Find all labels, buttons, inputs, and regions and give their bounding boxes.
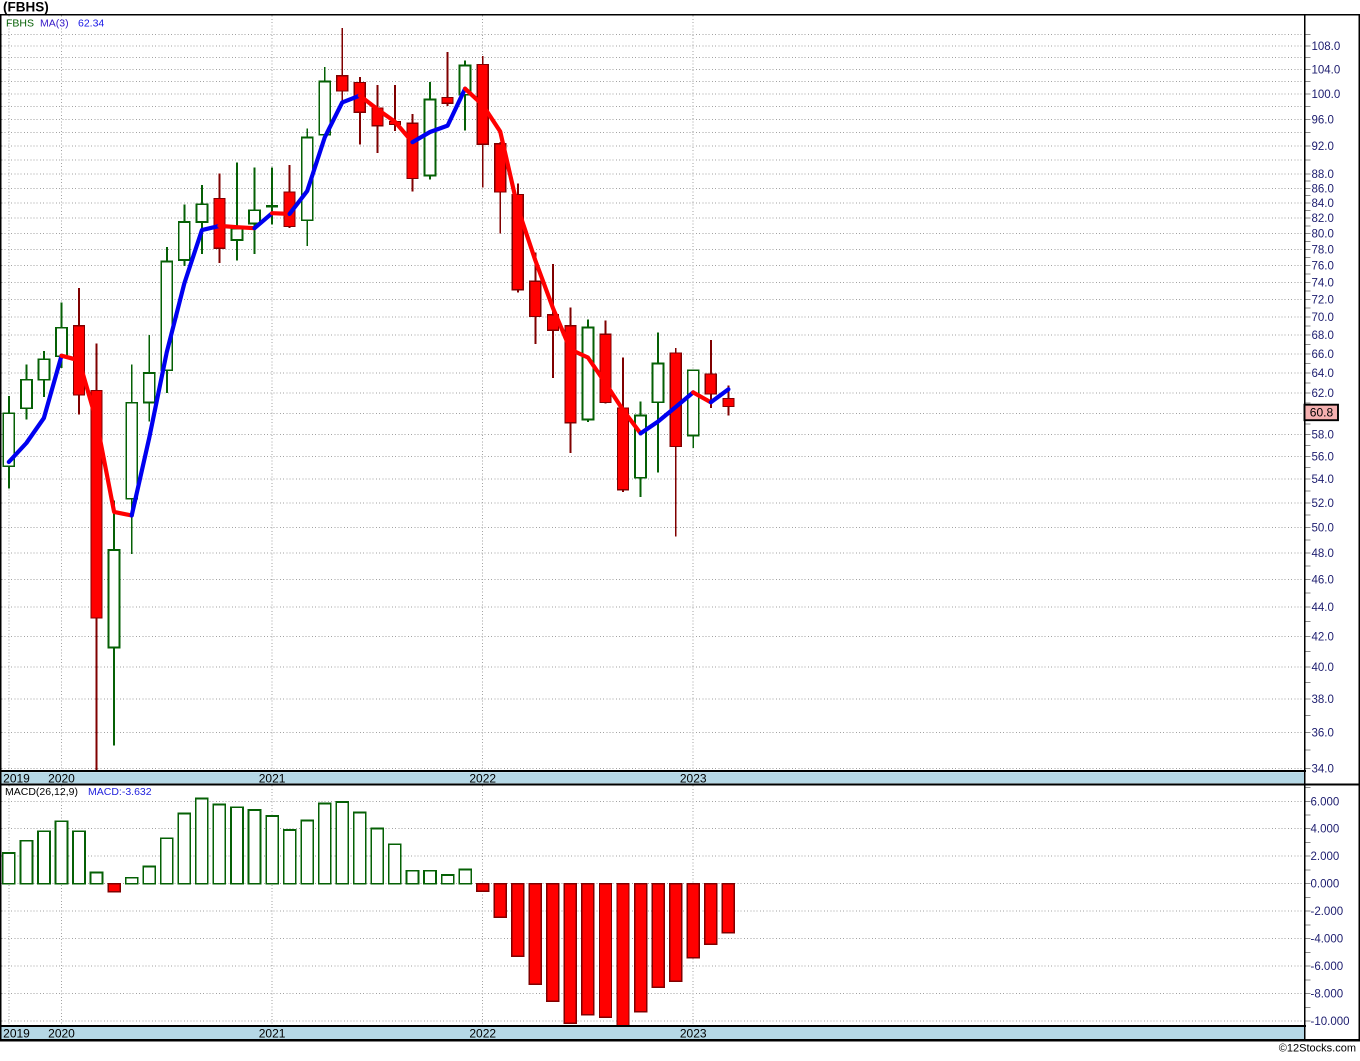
svg-text:2.000: 2.000	[1311, 851, 1340, 863]
svg-text:2021: 2021	[259, 772, 286, 786]
svg-text:MA(3): MA(3)	[40, 18, 69, 30]
svg-text:100.0: 100.0	[1312, 89, 1341, 101]
svg-text:40.0: 40.0	[1312, 662, 1334, 674]
svg-text:86.0: 86.0	[1312, 183, 1334, 195]
svg-text:50.0: 50.0	[1312, 522, 1334, 534]
svg-text:4.000: 4.000	[1311, 824, 1340, 836]
svg-text:74.0: 74.0	[1312, 277, 1334, 289]
svg-text:2022: 2022	[469, 1027, 496, 1041]
svg-text:2020: 2020	[48, 772, 75, 786]
svg-text:36.0: 36.0	[1312, 728, 1334, 740]
svg-text:2019: 2019	[3, 772, 30, 786]
svg-text:72.0: 72.0	[1312, 294, 1334, 306]
svg-text:92.0: 92.0	[1312, 141, 1334, 153]
svg-text:2023: 2023	[680, 772, 707, 786]
svg-text:2020: 2020	[48, 1027, 75, 1041]
svg-text:-6.000: -6.000	[1311, 961, 1344, 973]
svg-text:56.0: 56.0	[1312, 452, 1334, 464]
svg-text:58.0: 58.0	[1312, 430, 1334, 442]
svg-text:42.0: 42.0	[1312, 631, 1334, 643]
svg-text:(FBHS): (FBHS)	[3, 0, 49, 15]
svg-text:76.0: 76.0	[1312, 261, 1334, 273]
svg-text:MACD(26,12,9): MACD(26,12,9)	[5, 786, 78, 798]
svg-text:68.0: 68.0	[1312, 330, 1334, 342]
svg-text:78.0: 78.0	[1312, 244, 1334, 256]
svg-text:38.0: 38.0	[1312, 694, 1334, 706]
svg-text:0.000: 0.000	[1311, 879, 1340, 891]
svg-text:6.000: 6.000	[1311, 796, 1340, 808]
svg-text:54.0: 54.0	[1312, 474, 1334, 486]
svg-text:96.0: 96.0	[1312, 115, 1334, 127]
svg-text:34.0: 34.0	[1312, 763, 1334, 775]
svg-text:FBHS: FBHS	[6, 18, 34, 30]
svg-text:-4.000: -4.000	[1311, 934, 1344, 946]
svg-text:60.8: 60.8	[1310, 406, 1334, 420]
svg-text:2021: 2021	[259, 1027, 286, 1041]
svg-text:44.0: 44.0	[1312, 602, 1334, 614]
svg-text:66.0: 66.0	[1312, 349, 1334, 361]
svg-text:-10.000: -10.000	[1311, 1016, 1350, 1028]
svg-text:46.0: 46.0	[1312, 574, 1334, 586]
svg-text:©12Stocks.com: ©12Stocks.com	[1279, 1043, 1356, 1055]
svg-text:-8.000: -8.000	[1311, 989, 1344, 1001]
svg-text:104.0: 104.0	[1312, 65, 1341, 77]
svg-text:62.34: 62.34	[78, 18, 104, 30]
svg-text:84.0: 84.0	[1312, 198, 1334, 210]
svg-text:80.0: 80.0	[1312, 229, 1334, 241]
svg-text:2022: 2022	[469, 772, 496, 786]
svg-text:2019: 2019	[3, 1027, 30, 1041]
svg-text:108.0: 108.0	[1312, 41, 1341, 53]
svg-text:64.0: 64.0	[1312, 368, 1334, 380]
svg-text:-2.000: -2.000	[1311, 906, 1344, 918]
svg-text:88.0: 88.0	[1312, 169, 1334, 181]
svg-text:48.0: 48.0	[1312, 548, 1334, 560]
svg-text:2023: 2023	[680, 1027, 707, 1041]
svg-text:70.0: 70.0	[1312, 312, 1334, 324]
svg-text:82.0: 82.0	[1312, 213, 1334, 225]
svg-text:62.0: 62.0	[1312, 388, 1334, 400]
svg-text:MACD:-3.632: MACD:-3.632	[88, 786, 152, 798]
svg-text:52.0: 52.0	[1312, 498, 1334, 510]
